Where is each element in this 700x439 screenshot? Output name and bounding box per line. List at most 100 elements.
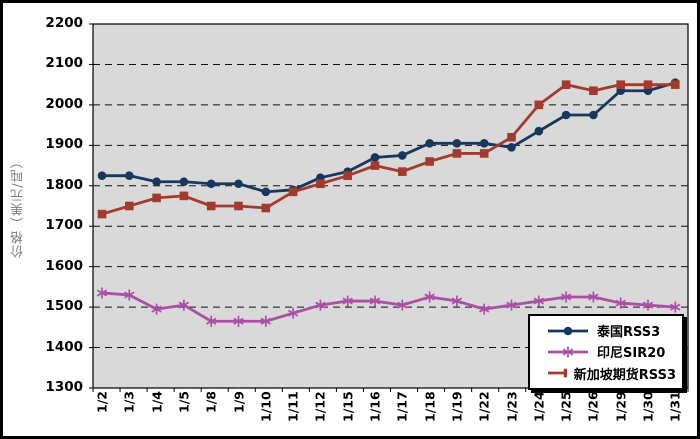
legend-label: 泰国RSS3	[597, 325, 661, 341]
data-point-circle	[398, 151, 407, 160]
data-point-asterisk	[451, 297, 463, 305]
data-point-circle	[152, 177, 161, 187]
y-tick-label: 1300	[45, 379, 83, 395]
data-point-asterisk	[96, 289, 108, 297]
data-point-asterisk	[424, 293, 435, 301]
data-point-square	[479, 149, 489, 158]
data-point-asterisk	[369, 297, 381, 305]
x-tick-label: 1/17	[394, 391, 410, 422]
data-point-circle	[370, 153, 380, 162]
data-point-circle	[479, 139, 489, 148]
data-point-asterisk	[397, 301, 408, 309]
x-tick-label: 1/24	[531, 391, 547, 422]
data-point-asterisk	[533, 297, 544, 305]
x-tick-label: 1/10	[258, 391, 274, 422]
legend-line-marker-icon	[548, 346, 588, 358]
data-point-circle	[97, 171, 107, 180]
data-point-asterisk	[342, 297, 353, 305]
data-point-asterisk	[479, 305, 490, 313]
x-tick-label: 1/29	[613, 391, 629, 422]
x-tick-label: 1/26	[585, 391, 601, 422]
legend-item: 印尼SIR20	[546, 342, 676, 361]
data-point-square	[206, 201, 216, 211]
data-point-circle	[452, 139, 462, 148]
y-tick-label: 1700	[45, 217, 83, 234]
x-tick-label: 1/12	[312, 391, 328, 422]
y-tick-label: 1600	[45, 257, 83, 274]
data-point-square	[589, 86, 598, 96]
data-point-asterisk	[206, 317, 217, 325]
data-point-circle	[206, 179, 216, 189]
x-tick-label: 1/3	[121, 391, 137, 413]
x-tick-label: 1/18	[422, 391, 438, 422]
y-tick-label: 2000	[45, 95, 83, 112]
legend-label: 印尼SIR20	[597, 346, 666, 362]
data-point-circle	[561, 110, 571, 120]
x-tick-label: 1/31	[667, 391, 683, 422]
x-tick-label: 1/9	[231, 391, 246, 413]
data-point-asterisk	[506, 301, 517, 309]
data-point-circle	[179, 177, 189, 187]
x-tick-label: 1/8	[203, 391, 219, 413]
data-point-square	[671, 80, 680, 89]
data-point-square	[316, 179, 325, 189]
series-line	[102, 81, 676, 194]
data-point-circle	[234, 179, 243, 189]
data-point-circle	[534, 126, 544, 136]
data-point-asterisk	[615, 299, 626, 307]
plot-area	[89, 23, 689, 392]
data-point-asterisk	[151, 305, 162, 313]
legend: 泰国RSS3 印尼SIR20 新加坡期货RSS3	[528, 314, 684, 390]
data-point-square	[616, 80, 625, 89]
data-point-square	[261, 203, 271, 213]
data-point-square	[234, 201, 243, 211]
data-point-asterisk	[124, 291, 135, 299]
data-point-asterisk	[642, 301, 654, 309]
x-tick-label: 1/4	[149, 391, 165, 413]
data-point-square	[452, 149, 462, 158]
data-point-square	[643, 80, 653, 89]
x-tick-label: 1/25	[558, 391, 574, 422]
legend-label: 新加坡期货RSS3	[573, 367, 676, 383]
data-point-square	[152, 193, 161, 203]
data-point-circle	[507, 143, 516, 152]
data-point-square	[343, 171, 352, 180]
data-point-square	[561, 80, 571, 89]
data-point-square	[534, 100, 544, 110]
data-point-asterisk	[287, 309, 299, 317]
y-tick-label: 2200	[45, 15, 83, 31]
data-point-asterisk	[315, 301, 326, 309]
data-point-asterisk	[178, 301, 190, 309]
data-point-square	[370, 161, 380, 170]
data-point-square	[398, 167, 407, 176]
data-point-asterisk	[588, 293, 599, 301]
y-tick-label: 1500	[45, 298, 83, 315]
x-tick-label: 1/19	[449, 391, 465, 422]
series-line	[101, 83, 676, 216]
data-point-square	[425, 157, 434, 166]
x-tick-label: 1/23	[504, 391, 519, 422]
y-tick-label: 2100	[45, 55, 83, 72]
y-tick-label: 1900	[45, 136, 83, 153]
data-point-asterisk	[233, 317, 244, 325]
x-tick-label: 1/11	[285, 391, 301, 422]
data-point-asterisk	[670, 303, 681, 311]
data-point-asterisk	[560, 293, 572, 301]
data-point-circle	[425, 139, 434, 148]
x-tick-label: 1/2	[94, 391, 110, 413]
y-tick-label: 1800	[45, 176, 83, 193]
data-point-asterisk	[260, 317, 271, 325]
data-point-square	[288, 187, 298, 197]
data-point-square	[507, 132, 516, 142]
data-point-square	[563, 369, 567, 378]
x-tick-label: 1/5	[176, 391, 192, 413]
x-tick-label: 1/16	[367, 391, 383, 422]
data-point-square	[179, 191, 189, 201]
x-tick-label: 1/22	[476, 391, 492, 422]
data-point-square	[97, 209, 107, 219]
data-point-circle	[125, 171, 134, 180]
x-tick-label: 1/15	[340, 391, 356, 422]
data-point-circle	[589, 110, 598, 120]
data-point-circle	[261, 187, 271, 197]
